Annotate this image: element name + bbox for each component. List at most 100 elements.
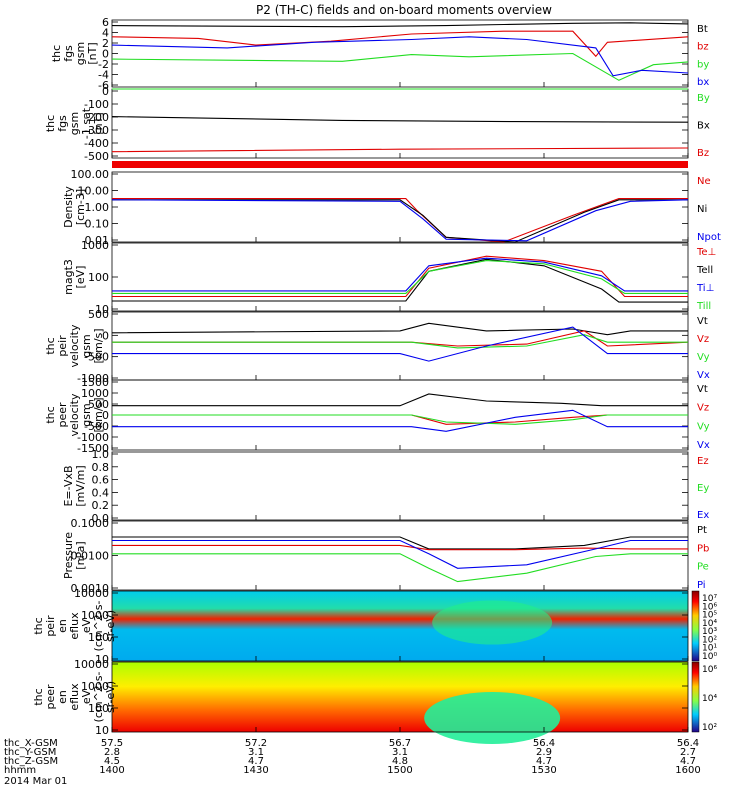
series-line-Bz: [111, 147, 689, 153]
series-line-Bt: [111, 22, 689, 28]
colorbar-tick-label: 10⁰: [702, 652, 717, 662]
y-tick-label: 10000: [74, 587, 109, 600]
legend-label: Vz: [697, 403, 709, 414]
colorbar-tick-label: 10⁴: [702, 694, 717, 704]
y-tick-label: 0: [102, 409, 109, 422]
legend-label: Tell: [696, 265, 713, 276]
flag-bar: [112, 161, 688, 168]
panels: 6420-2-4-6thcfgsgsm[nT]Btbzbybx0-100-200…: [32, 16, 721, 744]
legend-label: bz: [697, 42, 709, 53]
y-tick-label: 100: [88, 702, 109, 715]
series-line-Tell: [112, 258, 688, 303]
ephemeris-value: 4.5: [104, 756, 120, 767]
colorbar-tick-label: 10⁷: [702, 594, 717, 604]
y-tick-label: 0.10: [85, 218, 110, 231]
legend-label: By: [697, 93, 710, 104]
ephemeris-value: 1600: [675, 765, 700, 776]
y-tick-label: 2: [102, 37, 109, 50]
y-axis-label: magt3[eV]: [62, 259, 87, 295]
panel-frame: [111, 171, 689, 243]
y-tick-label: -1000: [77, 431, 109, 444]
y-axis-label: thcpeerenefluxeV(cm^2-s-sr-eV): [32, 672, 117, 723]
series-line-Te⊥: [112, 255, 688, 298]
panel-efield: 1.00.80.60.40.20.0 E=-VxB[mV/m] Ez Ey Ex: [62, 448, 709, 525]
y-tick-label: 1000: [81, 239, 109, 252]
y-axis-label: Density[cm-3]: [62, 186, 87, 228]
legend-label: Ez: [697, 456, 709, 467]
y-tick-label: 0: [102, 85, 109, 98]
colorbar-scale: [691, 661, 700, 733]
series-line-bz: [111, 30, 689, 58]
legend-label: Vz: [697, 334, 709, 345]
ephemeris-value: 4.7: [536, 756, 552, 767]
colorbar-tick-label: 10³: [702, 627, 717, 637]
series-line-Ne: [112, 198, 688, 243]
ephemeris-value: 1530: [531, 765, 556, 776]
ephemeris-value: 3.1: [392, 747, 408, 758]
legend-label: Ex: [697, 510, 709, 521]
panel-temp: 1000 100 10 magt3[eV] Te⊥ Tell Ti⊥ Till: [62, 239, 716, 316]
panel-frame: [111, 311, 689, 381]
y-tick-label: 0.2: [92, 499, 110, 512]
ephemeris-value: 57.5: [101, 738, 123, 749]
y-tick-label: -500: [84, 351, 109, 364]
y-tick-label: -1500: [77, 442, 109, 455]
legend-label: Npot: [697, 232, 721, 243]
legend-label: Till: [696, 301, 711, 312]
y-tick-label: 1000: [81, 387, 109, 400]
ephemeris-row-label: thc_X-GSM: [4, 738, 58, 749]
ephemeris-value: 1430: [243, 765, 268, 776]
y-tick-label: 500: [88, 308, 109, 321]
series-line-Pe: [112, 553, 688, 583]
series-line-Ni: [112, 199, 688, 243]
y-tick-label: 100: [88, 271, 109, 284]
legend-label: Bz: [697, 148, 709, 159]
y-tick-label: 0.0010: [71, 582, 110, 595]
panel-pressure: 0.1000 0.0100 0.0010 Pressure[nPa] Pt Pb Pe Pi: [62, 517, 709, 595]
y-tick-label: -6: [98, 79, 109, 92]
y-tick-label: 0.01: [85, 234, 110, 247]
ephemeris-value: 2.9: [536, 747, 552, 758]
legend-label: Bx: [697, 121, 710, 132]
legend-label: Pt: [697, 525, 707, 536]
spectrogram-gap: [424, 692, 561, 744]
panel-peir_vel: 500 0 -500 -1000 thcpeirvelocitygsm[km/s] Vt V…: [44, 308, 710, 385]
legend-label: Ey: [697, 483, 709, 494]
colorbar-tick-label: 10²: [702, 723, 717, 733]
legend-label: Ni: [697, 204, 707, 215]
legend-label: Vy: [697, 421, 710, 432]
series-line-Vt: [111, 322, 688, 336]
y-tick-label: -4: [98, 69, 109, 82]
date-label: 2014 Mar 01: [4, 776, 67, 787]
y-tick-label: -200: [84, 111, 109, 124]
y-axis-label: thcpeirenefluxeV(cm^2-s-sr-eV): [32, 601, 117, 652]
y-axis-label: thcfgsgsm-1 sat[nT]: [44, 107, 105, 139]
series-line-Till: [112, 260, 688, 294]
legend-label: bx: [697, 77, 709, 88]
legend-label: Vt: [697, 384, 708, 395]
panel-peer_spec: 10⁶ 10⁴ 10² 10000 1000 100 10thcpeerenefluxeV(…: [32, 658, 717, 744]
series-line-Bx: [111, 116, 689, 123]
ephemeris-value: 4.7: [680, 756, 696, 767]
legend-label: Vx: [697, 370, 710, 381]
ephemeris-value: 1500: [387, 765, 412, 776]
y-axis-label: thcpeirvelocitygsm[km/s]: [44, 324, 105, 367]
ephemeris-value: 1400: [99, 765, 124, 776]
panel-frame: [111, 19, 689, 88]
legend-label: Ne: [697, 176, 711, 187]
series-line-Vy: [112, 334, 688, 349]
y-tick-label: 100.00: [71, 168, 110, 181]
colorbar-tick-label: 10⁴: [702, 619, 717, 629]
colorbar-tick-label: 10²: [702, 635, 717, 645]
y-tick-label: 1000: [81, 609, 109, 622]
ephemeris-value: 56.4: [533, 738, 555, 749]
y-axis-label: E=-VxB[mV/m]: [62, 465, 87, 506]
series-line-Vx: [112, 326, 688, 362]
ephemeris-value: 56.4: [677, 738, 699, 749]
series-line-Npot: [111, 199, 689, 242]
y-tick-label: -500: [84, 420, 109, 433]
legend-label: Pb: [697, 543, 709, 554]
series-line-Vx: [112, 409, 688, 432]
legend-label: by: [697, 59, 709, 70]
